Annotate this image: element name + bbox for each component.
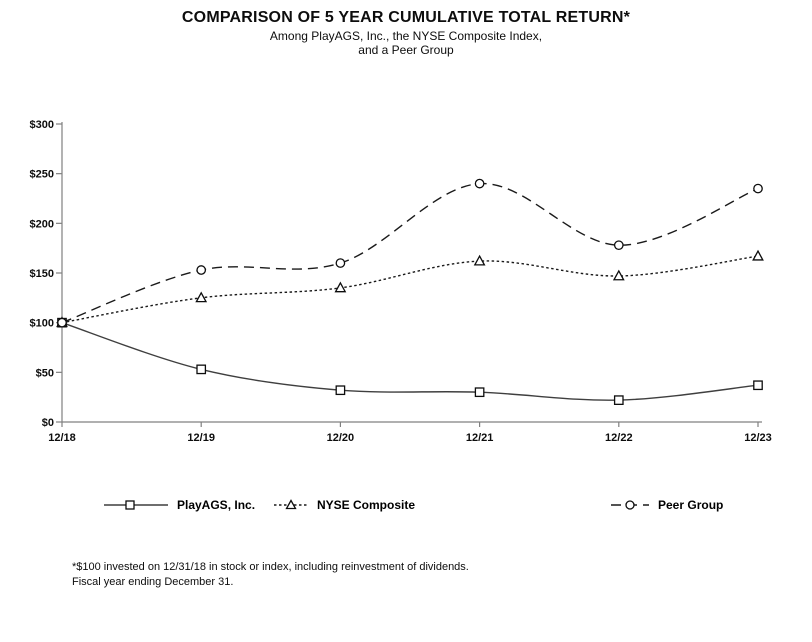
legend-label: PlayAGS, Inc. — [177, 498, 256, 512]
marker-triangle — [473, 254, 486, 266]
marker-circle — [335, 258, 346, 268]
x-axis-tick-label: 12/23 — [744, 432, 772, 444]
legend-item-playags: PlayAGS, Inc. — [104, 495, 255, 515]
chart-subtitle-line2: and a Peer Group — [358, 43, 454, 57]
marker-square — [474, 387, 485, 398]
footnote-line2: Fiscal year ending December 31. — [72, 576, 234, 588]
y-axis-tick-label: $300 — [30, 119, 54, 131]
y-axis-tick-label: $100 — [30, 318, 54, 330]
legend-label: Peer Group — [658, 498, 724, 512]
y-axis-tick-label: $200 — [30, 218, 54, 230]
series-line-1 — [61, 255, 759, 324]
series-line-2 — [61, 182, 759, 324]
chart-legend: PlayAGS, Inc. NYSE Composite Peer Group — [0, 495, 812, 515]
marker-circle — [57, 317, 67, 328]
y-axis-tick-label: $0 — [42, 417, 54, 429]
marker-triangle — [752, 249, 764, 261]
legend-marker-square-icon — [125, 500, 135, 510]
marker-square — [613, 395, 624, 405]
x-axis-tick-label: 12/21 — [466, 432, 494, 444]
y-axis-tick-label: $150 — [30, 268, 54, 280]
x-axis-tick-label: 12/19 — [187, 432, 215, 444]
marker-triangle — [334, 281, 347, 293]
chart-subtitle: Among PlayAGS, Inc., the NYSE Composite … — [0, 29, 812, 57]
marker-circle — [196, 265, 207, 275]
marker-square — [335, 385, 346, 396]
chart-title: COMPARISON OF 5 YEAR CUMULATIVE TOTAL RE… — [181, 9, 631, 26]
marker-circle — [474, 178, 485, 189]
y-axis-tick-label: $250 — [30, 169, 54, 181]
legend-label: NYSE Composite — [317, 498, 416, 512]
marker-square — [196, 364, 207, 375]
marker-square — [753, 380, 763, 391]
marker-circle — [753, 183, 763, 194]
chart-footnote: *$100 invested on 12/31/18 in stock or i… — [72, 560, 672, 590]
x-axis-tick-label: 12/20 — [327, 432, 355, 444]
legend-item-nyse-composite: NYSE Composite — [274, 495, 415, 515]
legend-swatch-triangle-dotted-line-icon — [274, 499, 308, 510]
legend-swatch-square-solid-line-icon — [104, 500, 168, 510]
legend-marker-circle-icon — [625, 500, 635, 510]
chart-subtitle-line1: Among PlayAGS, Inc., the NYSE Composite … — [269, 29, 543, 43]
legend-swatch-circle-dashed-line-icon — [611, 500, 649, 510]
legend-item-peer-group: Peer Group — [611, 495, 723, 515]
marker-triangle — [612, 269, 625, 281]
marker-triangle — [195, 291, 208, 303]
x-axis-tick-label: 12/22 — [605, 432, 633, 444]
y-axis-tick-label: $50 — [36, 367, 54, 379]
marker-circle — [613, 240, 624, 251]
line-chart-plot-area: $0 $50 $100 $150 $200 $250 $300 12/18 12/19 12/20… — [30, 119, 772, 444]
legend-marker-triangle-icon — [285, 499, 297, 510]
footnote-line1: *$100 invested on 12/31/18 in stock or i… — [72, 561, 469, 573]
x-axis-tick-label: 12/18 — [48, 432, 76, 444]
series-line-0 — [61, 322, 759, 401]
